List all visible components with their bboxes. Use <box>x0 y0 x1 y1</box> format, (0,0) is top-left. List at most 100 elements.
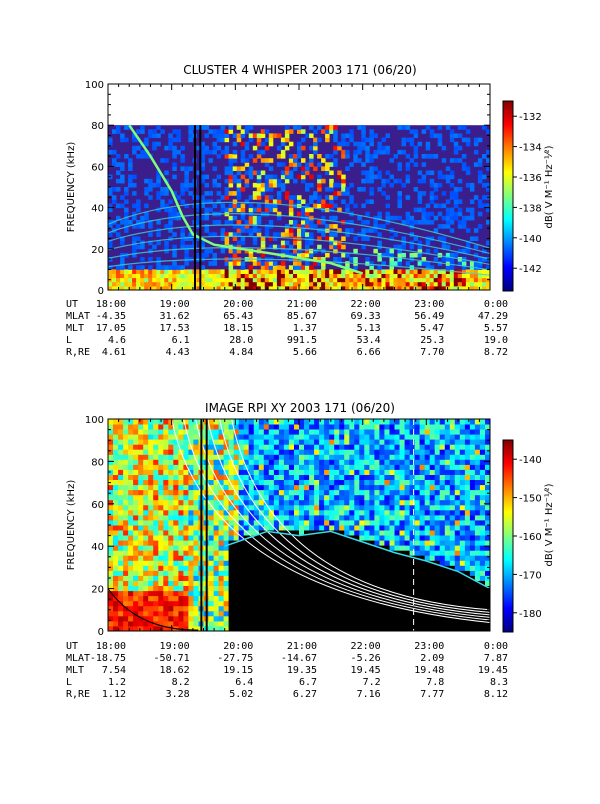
spectrogram-cell <box>314 449 320 455</box>
spectrogram-cell <box>259 459 265 465</box>
spectrogram-cell <box>239 429 245 435</box>
spectrogram-cell <box>261 187 266 192</box>
spectrogram-cell <box>325 269 330 274</box>
spectrogram-cell <box>148 500 154 506</box>
spectrogram-cell <box>450 586 456 592</box>
spectrogram-cell <box>334 444 340 450</box>
spectrogram-cell <box>132 204 137 209</box>
spectrogram-cell <box>173 525 179 531</box>
spectrogram-cell <box>354 459 360 465</box>
spectrogram-cell <box>349 257 354 262</box>
spectrogram-cell <box>339 611 345 617</box>
spectrogram-cell <box>377 142 382 147</box>
spectrogram-cell <box>425 419 431 425</box>
spectrogram-cell <box>406 212 411 217</box>
spectrogram-cell <box>108 419 114 425</box>
spectrogram-cell <box>128 454 134 460</box>
spectrogram-cell <box>118 464 124 470</box>
spectrogram-cell <box>301 269 306 274</box>
spectrogram-cell <box>209 596 215 602</box>
spectrogram-cell <box>224 530 230 536</box>
spectrogram-cell <box>136 282 141 287</box>
spectrogram-cell <box>466 278 471 283</box>
spectrogram-cell <box>239 560 245 566</box>
spectrogram-cell <box>244 570 250 576</box>
spectrogram-cell <box>249 175 254 180</box>
spectrogram-cell <box>349 470 355 476</box>
spectrogram-cell <box>274 470 280 476</box>
spectrogram-cell <box>395 570 401 576</box>
spectrogram-cell <box>377 269 382 274</box>
spectrogram-cell <box>349 530 355 536</box>
spectrogram-cell <box>217 282 222 287</box>
spectrogram-cell <box>289 162 294 167</box>
spectrogram-cell <box>128 175 133 180</box>
spectrogram-cell <box>460 576 466 582</box>
spectrogram-cell <box>158 470 164 476</box>
spectrogram-cell <box>474 236 479 241</box>
spectrogram-cell <box>244 581 250 587</box>
spectrogram-cell <box>237 261 242 266</box>
spectrogram-cell <box>160 191 165 196</box>
spectrogram-cell <box>400 459 406 465</box>
spectrogram-cell <box>213 253 218 258</box>
spectrogram-cell <box>225 138 230 143</box>
spectrogram-cell <box>339 606 345 612</box>
spectrogram-cell <box>410 495 416 501</box>
spectrogram-cell <box>133 570 139 576</box>
spectrogram-cell <box>297 146 302 151</box>
spectrogram-cell <box>148 133 153 138</box>
spectrogram-cell <box>359 470 365 476</box>
spectrogram-cell <box>133 545 139 551</box>
spectrogram-cell <box>225 191 230 196</box>
spectrogram-cell <box>289 265 294 270</box>
spectrogram-cell <box>442 204 447 209</box>
spectrogram-cell <box>133 470 139 476</box>
spectrogram-cell <box>108 138 113 143</box>
spectrogram-cell <box>264 485 270 491</box>
spectrogram-cell <box>188 586 194 592</box>
spectrogram-cell <box>386 282 391 287</box>
spectrogram-cell <box>425 555 431 561</box>
spectrogram-cell <box>402 274 407 279</box>
spectrogram-cell <box>482 175 487 180</box>
spectrogram-cell <box>205 175 210 180</box>
spectrogram-cell <box>217 138 222 143</box>
spectrogram-cell <box>309 133 314 138</box>
spectrogram-cell <box>299 596 305 602</box>
spectrogram-cell <box>257 228 262 233</box>
spectrogram-cell <box>108 500 114 506</box>
spectrogram-cell <box>138 581 144 587</box>
spectrogram-cell <box>239 576 245 582</box>
spectrogram-cell <box>314 520 320 526</box>
spectrogram-cell <box>249 171 254 176</box>
spectrogram-cell <box>118 475 124 481</box>
spectrogram-cell <box>359 454 365 460</box>
spectrogram-cell <box>158 429 164 435</box>
spectrogram-cell <box>254 439 259 445</box>
spectrogram-cell <box>123 475 129 481</box>
spectrogram-cell <box>418 282 423 287</box>
spectrogram-cell <box>395 454 401 460</box>
spectrogram-cell <box>224 581 230 587</box>
spectrogram-cell <box>229 261 234 266</box>
spectrogram-cell <box>229 444 235 450</box>
spectrogram-cell <box>460 419 466 425</box>
spectrogram-cell <box>324 454 330 460</box>
spectrogram-cell <box>257 183 262 188</box>
spectrogram-cell <box>168 274 173 279</box>
spectrogram-cell <box>329 515 335 521</box>
spectrogram-cell <box>168 601 174 607</box>
spectrogram-cell <box>264 454 270 460</box>
spectrogram-cell <box>138 495 144 501</box>
spectrogram-cell <box>450 520 456 526</box>
spectrogram-cell <box>415 550 421 556</box>
spectrogram-cell <box>219 550 225 556</box>
spectrogram-cell <box>172 274 177 279</box>
spectrogram-cell <box>337 278 342 283</box>
spectrogram-cell <box>361 187 366 192</box>
spectrogram-cell <box>144 269 149 274</box>
spectrogram-cell <box>377 257 382 262</box>
spectrogram-cell <box>160 274 165 279</box>
spectrogram-cell <box>398 199 403 204</box>
